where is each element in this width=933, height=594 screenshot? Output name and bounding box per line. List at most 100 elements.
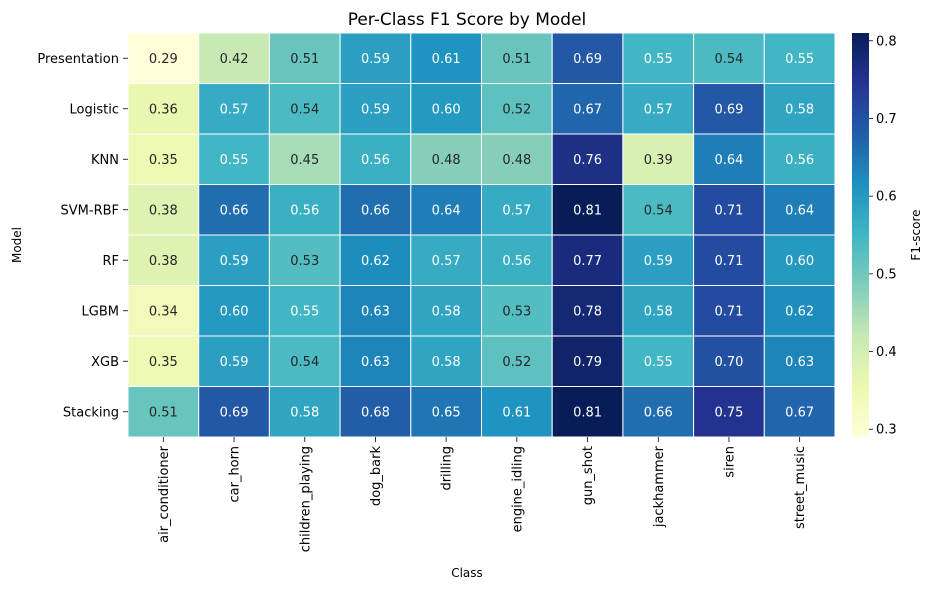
colorbar-tick-label: 0.7 <box>876 112 897 127</box>
cell-value-label: 0.64 <box>714 153 743 168</box>
cell-value-label: 0.62 <box>361 254 390 269</box>
cell-value-label: 0.57 <box>220 102 249 117</box>
cell-value-label: 0.62 <box>785 304 814 319</box>
heatmap-cell <box>481 83 553 135</box>
row-tick-label: LGBM <box>82 304 119 319</box>
heatmap-cell <box>339 83 412 135</box>
cell-value-label: 0.71 <box>714 304 743 319</box>
heatmap-cell <box>622 234 695 286</box>
row-tick-label: Presentation <box>37 52 119 67</box>
heatmap-cell <box>693 335 765 387</box>
cell-value-label: 0.59 <box>361 52 390 67</box>
colorbar-tick-label: 0.8 <box>876 34 897 49</box>
cell-value-label: 0.60 <box>220 304 249 319</box>
heatmap-cell <box>198 234 270 286</box>
cell-value-label: 0.64 <box>432 203 461 218</box>
cell-value-label: 0.58 <box>432 304 461 319</box>
cell-value-label: 0.36 <box>149 102 178 117</box>
heatmap-cell <box>198 83 270 135</box>
cell-value-label: 0.59 <box>220 355 249 370</box>
colorbar-tick-label: 0.4 <box>876 345 897 360</box>
heatmap-cell <box>268 133 341 185</box>
cell-value-label: 0.56 <box>502 254 531 269</box>
cell-annotations: 0.29 0.42 0.51 0.59 0.61 0.51 0.69 0.55 0.54 0.55… <box>149 52 814 421</box>
cell-value-label: 0.58 <box>290 405 319 420</box>
heatmap-cell <box>481 335 553 387</box>
cell-value-label: 0.69 <box>220 405 249 420</box>
heatmap-cell <box>339 335 412 387</box>
y-axis-label: Model <box>10 227 24 263</box>
column-tick-label: jackhammer <box>652 445 667 528</box>
column-tick-label: gun_shot <box>581 446 596 505</box>
heatmap-cell <box>763 386 836 438</box>
chart-title: Per-Class F1 Score by Model <box>348 10 587 30</box>
heatmap-cell <box>410 386 482 438</box>
heatmap-cell <box>763 335 836 387</box>
cell-value-label: 0.60 <box>432 102 461 117</box>
cell-value-label: 0.52 <box>502 102 531 117</box>
cell-value-label: 0.63 <box>361 304 390 319</box>
heatmap-cell <box>693 285 765 337</box>
heatmap-cell <box>339 386 412 438</box>
cell-value-label: 0.67 <box>573 102 602 117</box>
cell-value-label: 0.59 <box>644 254 673 269</box>
cell-value-label: 0.61 <box>432 52 461 67</box>
cell-value-label: 0.56 <box>361 153 390 168</box>
cell-value-label: 0.38 <box>149 203 178 218</box>
column-tick-label: street_music <box>793 446 808 529</box>
colorbar-ticks: 0.3 0.4 0.5 0.6 0.7 0.8 <box>869 34 897 438</box>
cell-value-label: 0.79 <box>573 355 602 370</box>
heatmap-cell <box>127 32 200 84</box>
colorbar-tick-label: 0.6 <box>876 190 897 205</box>
heatmap-cell <box>268 285 341 337</box>
heatmap-cell <box>481 285 553 337</box>
cell-value-label: 0.66 <box>644 405 673 420</box>
cell-value-label: 0.57 <box>502 203 531 218</box>
cell-value-label: 0.56 <box>785 153 814 168</box>
column-tick-label: engine_idling <box>510 446 525 532</box>
cell-value-label: 0.71 <box>714 254 743 269</box>
heatmap-cell <box>551 386 624 438</box>
cell-value-label: 0.53 <box>502 304 531 319</box>
cell-value-label: 0.58 <box>432 355 461 370</box>
cell-value-label: 0.61 <box>502 405 531 420</box>
cell-value-label: 0.51 <box>502 52 531 67</box>
cell-value-label: 0.71 <box>714 203 743 218</box>
cell-value-label: 0.68 <box>361 405 390 420</box>
heatmap-cell <box>551 184 624 236</box>
heatmap-cell <box>127 133 200 185</box>
cell-value-label: 0.58 <box>785 102 814 117</box>
cell-value-label: 0.66 <box>361 203 390 218</box>
row-tick-label: KNN <box>91 153 119 168</box>
cell-value-label: 0.57 <box>432 254 461 269</box>
heatmap-cell <box>693 234 765 286</box>
row-tick-labels: Presentation Logistic KNN SVM-RBF RF LGBM XGB S… <box>37 52 128 420</box>
cell-value-label: 0.54 <box>290 355 319 370</box>
cell-value-label: 0.56 <box>290 203 319 218</box>
cell-value-label: 0.51 <box>290 52 319 67</box>
colorbar-gradient <box>852 33 869 437</box>
heatmap-cell <box>410 234 482 286</box>
cell-value-label: 0.77 <box>573 254 602 269</box>
cell-value-label: 0.55 <box>644 52 673 67</box>
heatmap-cell <box>622 32 695 84</box>
heatmap-cell <box>481 386 553 438</box>
heatmap-cell <box>763 32 836 84</box>
heatmap-cell <box>127 335 200 387</box>
heatmap-cell <box>622 335 695 387</box>
cell-value-label: 0.70 <box>714 355 743 370</box>
row-tick-label: Stacking <box>63 405 119 420</box>
cell-value-label: 0.63 <box>785 355 814 370</box>
cell-value-label: 0.35 <box>149 153 178 168</box>
cell-value-label: 0.52 <box>502 355 531 370</box>
cell-value-label: 0.45 <box>290 153 319 168</box>
colorbar-label: F1-score <box>909 209 923 260</box>
cell-value-label: 0.42 <box>220 52 249 67</box>
cell-value-label: 0.81 <box>573 203 602 218</box>
row-tick-label: Logistic <box>70 102 119 117</box>
colorbar-tick-label: 0.5 <box>876 267 897 282</box>
heatmap-cell <box>481 184 553 236</box>
heatmap-cell <box>410 285 482 337</box>
cell-value-label: 0.38 <box>149 254 178 269</box>
